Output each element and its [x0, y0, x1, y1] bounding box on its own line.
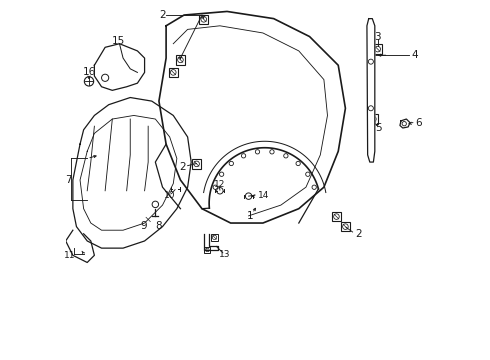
Text: 9: 9: [141, 221, 147, 230]
Text: 2: 2: [179, 162, 186, 172]
Text: 1: 1: [247, 211, 254, 221]
Bar: [192, 159, 201, 168]
Text: 13: 13: [219, 251, 230, 260]
Bar: [176, 55, 185, 64]
Text: 15: 15: [112, 36, 125, 46]
Text: 14: 14: [258, 190, 269, 199]
Bar: [368, 114, 378, 124]
Polygon shape: [73, 98, 191, 248]
Text: 6: 6: [416, 118, 422, 128]
Text: 3: 3: [374, 32, 381, 42]
Polygon shape: [400, 119, 410, 128]
Text: 5: 5: [375, 123, 382, 132]
Text: 7: 7: [65, 175, 72, 185]
Text: 2: 2: [159, 10, 166, 20]
Text: 8: 8: [155, 221, 162, 230]
Bar: [332, 212, 341, 221]
Bar: [169, 68, 178, 77]
Text: 4: 4: [412, 50, 418, 60]
Bar: [199, 15, 208, 24]
Text: 11: 11: [64, 251, 76, 260]
Bar: [204, 247, 210, 253]
Bar: [341, 222, 350, 231]
Bar: [144, 215, 152, 224]
Text: 16: 16: [82, 67, 96, 77]
Text: 2: 2: [355, 229, 362, 239]
Bar: [373, 44, 382, 54]
Polygon shape: [66, 230, 95, 262]
Polygon shape: [95, 44, 145, 90]
Text: 10: 10: [164, 190, 175, 199]
Text: 12: 12: [214, 180, 225, 189]
Polygon shape: [367, 19, 375, 162]
Bar: [211, 234, 218, 241]
